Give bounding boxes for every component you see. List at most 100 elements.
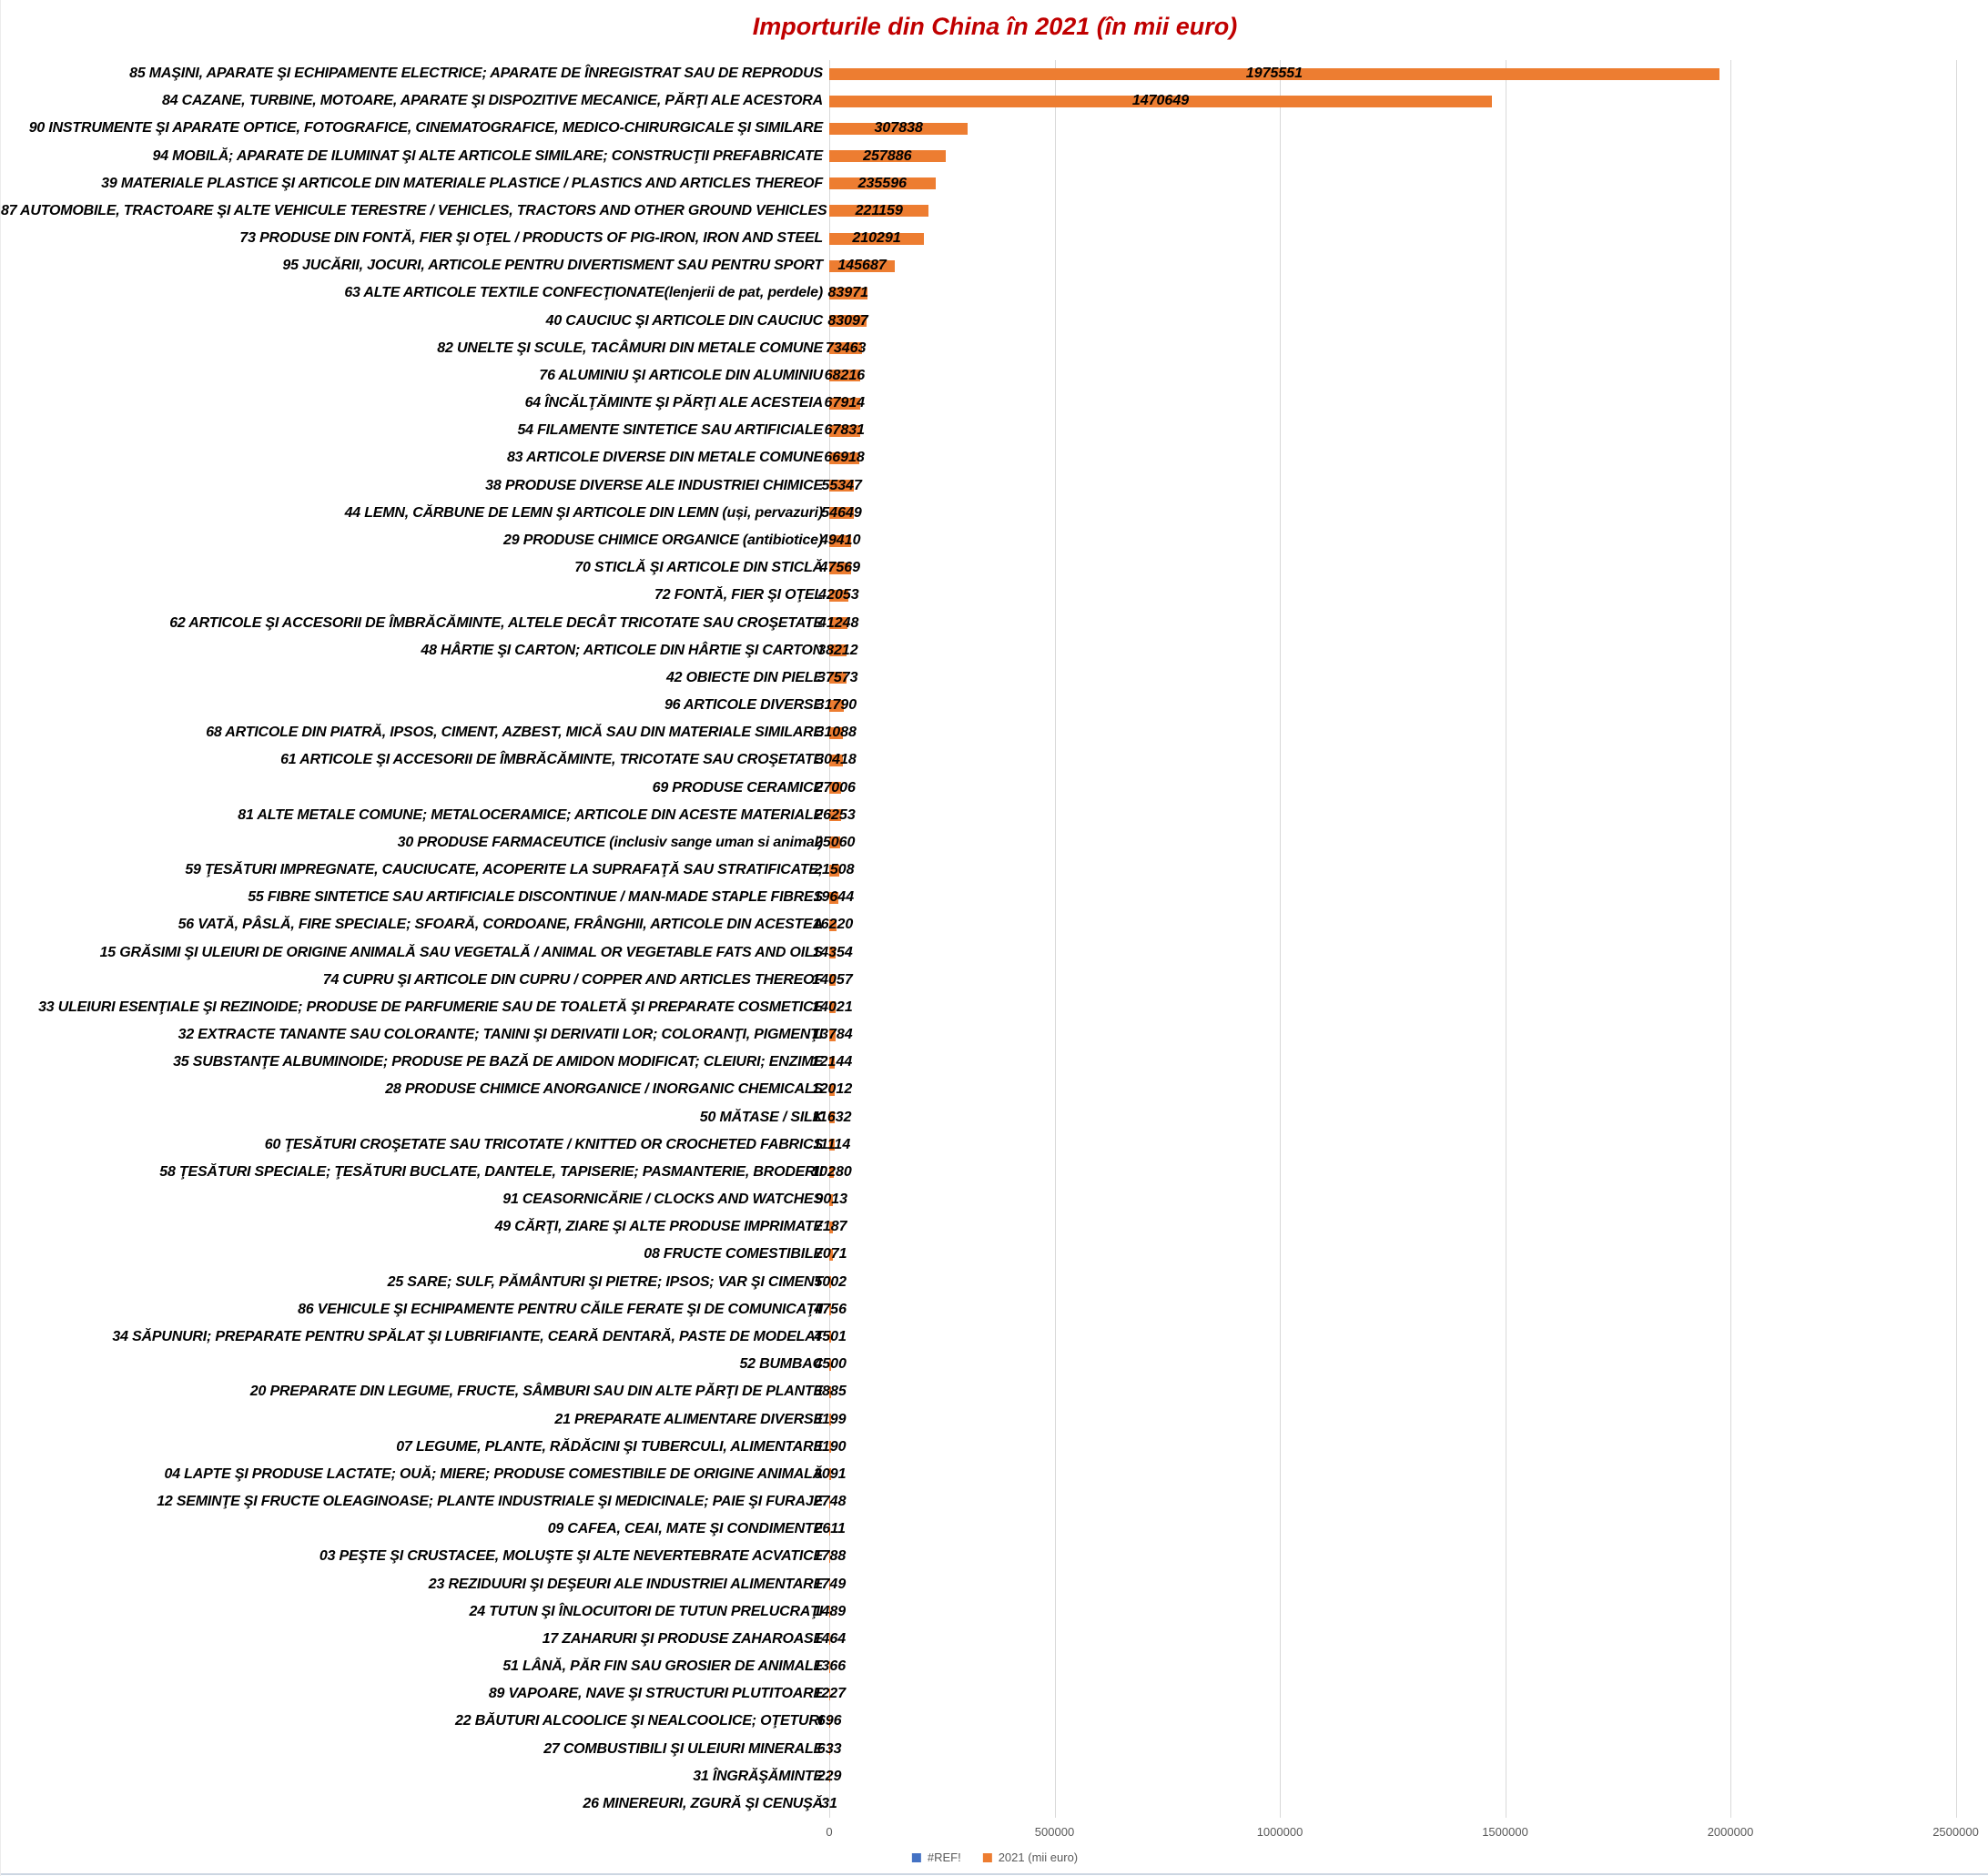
category-label: 33 ULEIURI ESENŢIALE ŞI REZINOIDE; PRODU… <box>38 999 823 1015</box>
bar <box>829 1001 836 1014</box>
value-label: 30418 <box>816 752 857 768</box>
value-label: 11114 <box>813 1136 851 1152</box>
x-tick-label: 0 <box>826 1825 833 1839</box>
category-label: 15 GRĂSIMI ŞI ULEIURI DE ORIGINE ANIMALĂ… <box>99 944 824 960</box>
category-label: 22 BĂUTURI ALCOOLICE ŞI NEALCOOLICE; OŢE… <box>455 1713 823 1729</box>
value-label: 3091 <box>813 1465 847 1482</box>
bar <box>829 589 848 602</box>
value-label: 7187 <box>814 1219 847 1235</box>
value-label: 4756 <box>814 1301 847 1317</box>
legend-item: 2021 (mii euro) <box>982 1851 1079 1864</box>
category-label: 42 OBIECTE DIN PIELE <box>665 669 823 685</box>
category-label: 72 FONTĂ, FIER ŞI OŢEL <box>654 587 823 603</box>
bar <box>829 342 863 355</box>
value-label: 1489 <box>813 1603 847 1619</box>
bar <box>829 67 1719 80</box>
category-label: 63 ALTE ARTICOLE TEXTILE CONFECŢIONATE(l… <box>344 285 823 301</box>
category-label: 81 ALTE METALE COMUNE; METALOCERAMICE; A… <box>238 806 823 823</box>
category-label: 48 HÂRTIE ŞI CARTON; ARTICOLE DIN HÂRTIE… <box>421 642 823 658</box>
value-label: 3885 <box>814 1384 847 1400</box>
gridline <box>1054 60 1056 1818</box>
bar <box>829 534 852 547</box>
category-label: 26 MINEREURI, ZGURĂ ŞI CENUŞĂ <box>583 1795 823 1811</box>
category-label: 23 REZIDUURI ŞI DEŞEURI ALE INDUSTRIEI A… <box>428 1576 823 1592</box>
value-label: 13784 <box>812 1027 853 1043</box>
value-label: 5002 <box>814 1273 847 1290</box>
value-label: 235596 <box>857 175 907 191</box>
category-label: 58 ŢESĂTURI SPECIALE; ŢESĂTURI BUCLATE, … <box>159 1163 823 1180</box>
legend-label: #REF! <box>927 1851 961 1864</box>
category-label: 74 CUPRU ŞI ARTICOLE DIN CUPRU / COPPER … <box>322 971 823 988</box>
value-label: 67831 <box>824 422 866 439</box>
value-label: 633 <box>816 1740 842 1757</box>
bar <box>829 424 860 437</box>
bar <box>829 177 936 190</box>
bar <box>829 1331 832 1344</box>
value-label: 83971 <box>827 285 869 301</box>
value-label: 10280 <box>811 1163 852 1180</box>
value-label: 11632 <box>812 1109 852 1125</box>
bar <box>829 507 855 520</box>
bar <box>829 315 867 328</box>
bar <box>829 699 844 712</box>
bar <box>829 1303 832 1316</box>
bar <box>829 1139 835 1151</box>
bar <box>829 1385 831 1398</box>
value-label: 307838 <box>874 120 923 137</box>
value-label: 1227 <box>813 1686 847 1702</box>
value-label: 66918 <box>824 450 865 466</box>
bar <box>829 726 844 739</box>
category-label: 59 ŢESĂTURI IMPREGNATE, CAUCIUCATE, ACOP… <box>185 862 823 878</box>
bar <box>829 287 867 299</box>
value-label: 145687 <box>837 258 887 274</box>
bar <box>829 1276 832 1289</box>
category-label: 49 CĂRŢI, ZIARE ŞI ALTE PRODUSE IMPRIMAT… <box>494 1219 824 1235</box>
category-label: 91 CEASORNICĂRIE / CLOCKS AND WATCHES <box>502 1192 823 1208</box>
category-label: 09 CAFEA, CEAI, MATE ŞI CONDIMENTE <box>547 1521 823 1537</box>
value-label: 26253 <box>815 806 856 823</box>
x-tick-label: 2000000 <box>1707 1825 1754 1839</box>
category-label: 55 FIBRE SINTETICE SAU ARTIFICIALE DISCO… <box>248 889 823 906</box>
category-label: 31 ÎNGRĂŞĂMINTE <box>693 1768 823 1784</box>
category-label: 24 TUTUN ŞI ÎNLOCUITORI DE TUTUN PRELUCR… <box>469 1603 824 1619</box>
category-label: 76 ALUMINIU ŞI ARTICOLE DIN ALUMINIU <box>539 367 823 383</box>
value-label: 55347 <box>821 477 862 493</box>
gridline <box>1955 60 1957 1818</box>
bar <box>829 150 946 163</box>
legend-swatch-icon <box>911 1852 921 1862</box>
bar <box>829 1550 830 1563</box>
bar <box>829 617 848 630</box>
value-label: 14057 <box>812 971 853 988</box>
value-label: 3190 <box>813 1438 847 1455</box>
category-label: 73 PRODUSE DIN FONTĂ, FIER ŞI OŢEL / PRO… <box>239 230 823 247</box>
bar <box>829 947 837 959</box>
category-label: 07 LEGUME, PLANTE, RĂDĂCINI ŞI TUBERCULI… <box>396 1438 823 1455</box>
value-label: 14354 <box>812 944 853 960</box>
bar <box>829 480 855 492</box>
category-label: 38 PRODUSE DIVERSE ALE INDUSTRIEI CHIMIC… <box>485 477 823 493</box>
value-label: 3199 <box>813 1411 847 1427</box>
value-label: 257886 <box>863 147 912 164</box>
bar <box>829 782 842 795</box>
x-tick-label: 1000000 <box>1256 1825 1303 1839</box>
value-label: 47569 <box>819 560 861 576</box>
category-label: 20 PREPARATE DIN LEGUME, FRUCTE, SÂMBURI… <box>249 1384 823 1400</box>
category-label: 83 ARTICOLE DIVERSE DIN METALE COMUNE <box>506 450 823 466</box>
value-label: 25060 <box>814 834 856 850</box>
value-label: 12144 <box>811 1054 853 1070</box>
bar <box>829 1193 834 1206</box>
legend-label: 2021 (mii euro) <box>998 1851 1079 1864</box>
category-label: 29 PRODUSE CHIMICE ORGANICE (antibiotice… <box>503 532 823 548</box>
bar <box>829 95 1492 107</box>
category-label: 69 PRODUSE CERAMICE <box>652 779 824 796</box>
gridline <box>1730 60 1731 1818</box>
chart-title: Importurile din China în 2021 (în mii eu… <box>752 13 1238 40</box>
value-label: 16220 <box>812 917 854 933</box>
category-label: 30 PRODUSE FARMACEUTICE (inclusiv sange … <box>397 834 824 850</box>
bar <box>829 1358 832 1371</box>
bar <box>829 1578 830 1591</box>
value-label: 7071 <box>814 1246 847 1262</box>
bar <box>829 974 836 987</box>
value-label: 9013 <box>815 1192 848 1208</box>
